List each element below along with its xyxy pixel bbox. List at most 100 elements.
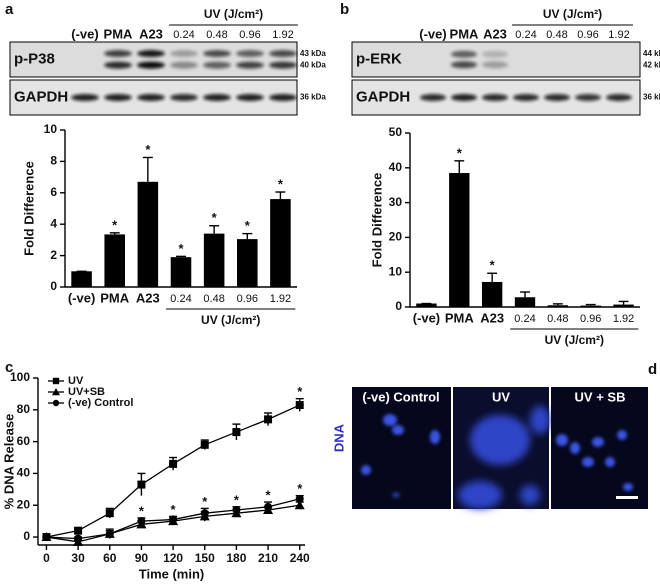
x-tick-label: A23 (480, 310, 504, 325)
x-tick-label: 60 (103, 551, 117, 565)
x-tick-label: 90 (135, 551, 149, 565)
panel-letter: a (5, 1, 14, 18)
legend-label: UV (68, 375, 84, 387)
bar (514, 297, 536, 307)
data-point (232, 428, 241, 437)
bar (237, 239, 258, 287)
y-axis-label: Fold Difference (21, 161, 36, 256)
x-tick-label: 0.48 (203, 293, 224, 305)
bar (137, 181, 159, 287)
y-tick-label: 6 (50, 185, 57, 199)
y-tick-label: 40 (17, 466, 31, 480)
x-tick-label: 240 (290, 551, 310, 565)
y-tick-label: 0 (395, 299, 402, 313)
y-tick-label: 8 (50, 154, 57, 168)
blot-band (481, 50, 509, 58)
y-tick-label: 80 (17, 402, 31, 416)
x-tick-label: 30 (71, 551, 85, 565)
micrograph: UV + SB (551, 387, 648, 509)
x-tick-label: PMA (445, 310, 475, 325)
legend-marker (52, 399, 60, 407)
significance-mark: * (139, 503, 145, 518)
lane-label: (-ve) (419, 26, 446, 41)
legend-marker (52, 388, 60, 396)
significance-mark: * (202, 494, 208, 509)
lane-label: PMA (104, 26, 134, 41)
blot-band (269, 94, 297, 101)
data-point (264, 502, 273, 511)
lane-label: PMA (450, 26, 480, 41)
blot-band (137, 50, 165, 58)
panel-letter: d (648, 361, 657, 378)
y-axis-label: Fold Difference (369, 173, 384, 268)
kda-label: 43 kDa (300, 49, 326, 58)
blot-band (203, 94, 231, 101)
blot-band (104, 50, 132, 58)
lane-group-label: UV (J/cm²) (204, 7, 263, 21)
blot-band (236, 61, 264, 69)
blot-row-label: p-ERK (356, 50, 402, 67)
lane-label: A23 (139, 26, 163, 41)
lane-label: 0.24 (515, 29, 536, 41)
x-tick-label: 180 (226, 551, 246, 565)
x-tick-label: (-ve) (413, 310, 440, 325)
significance-mark: * (212, 210, 218, 225)
legend-label: (-ve) Control (68, 397, 133, 409)
x-tick-label: 120 (163, 551, 183, 565)
legend-label: UV+SB (68, 386, 105, 398)
y-tick-label: 0 (50, 279, 57, 293)
lane-label: 0.48 (546, 29, 567, 41)
y-axis-label: % DNA Release (1, 414, 16, 510)
legend-marker (52, 377, 60, 385)
significance-mark: * (145, 142, 151, 157)
data-point (264, 415, 273, 424)
blot-band (269, 50, 297, 58)
significance-mark: * (245, 218, 251, 233)
x-tick-label: 150 (195, 551, 215, 565)
data-point (169, 515, 178, 524)
data-point (169, 459, 178, 468)
bar (547, 305, 569, 307)
y-tick-label: 20 (17, 497, 31, 511)
x-tick-label: 1.92 (613, 313, 634, 325)
x-tick-label: (-ve) (68, 290, 95, 305)
blot-band (512, 94, 540, 101)
y-tick-label: 30 (389, 195, 403, 209)
micrograph: (-ve) Control (352, 387, 451, 509)
x-tick-label: 1.92 (270, 293, 291, 305)
y-tick-label: 20 (389, 230, 403, 244)
blot-row-label: p-P38 (14, 50, 55, 67)
bar (270, 199, 291, 287)
lane-label: 1.92 (608, 29, 629, 41)
y-tick-label: 40 (389, 160, 403, 174)
blot-band (170, 50, 198, 58)
blot-band (170, 61, 198, 69)
blot-band (450, 94, 478, 101)
significance-mark: * (234, 492, 240, 507)
bar (104, 234, 125, 287)
blot-band (203, 61, 231, 69)
significance-mark: * (297, 481, 303, 496)
blot-band (481, 94, 509, 101)
image-label: UV (492, 389, 510, 404)
blot-band (450, 61, 478, 69)
lane-group-label: UV (J/cm²) (543, 7, 602, 21)
image-label: UV + SB (575, 389, 626, 404)
blot-row-label: GAPDH (14, 88, 68, 105)
y-tick-label: 50 (389, 125, 403, 139)
data-point (42, 533, 51, 542)
blot-band (170, 94, 198, 101)
bar (580, 305, 601, 307)
channel-label: DNA (331, 423, 346, 452)
bar (481, 281, 503, 307)
significance-mark: * (490, 258, 496, 273)
blot-band (236, 94, 264, 101)
x-tick-label: 210 (258, 551, 278, 565)
blot-band (419, 94, 447, 101)
x-tick-label: 0 (43, 551, 50, 565)
data-point (200, 509, 209, 518)
blot-strip (9, 41, 298, 78)
blot-band (137, 61, 165, 69)
kda-label: 40 kDa (300, 60, 326, 69)
